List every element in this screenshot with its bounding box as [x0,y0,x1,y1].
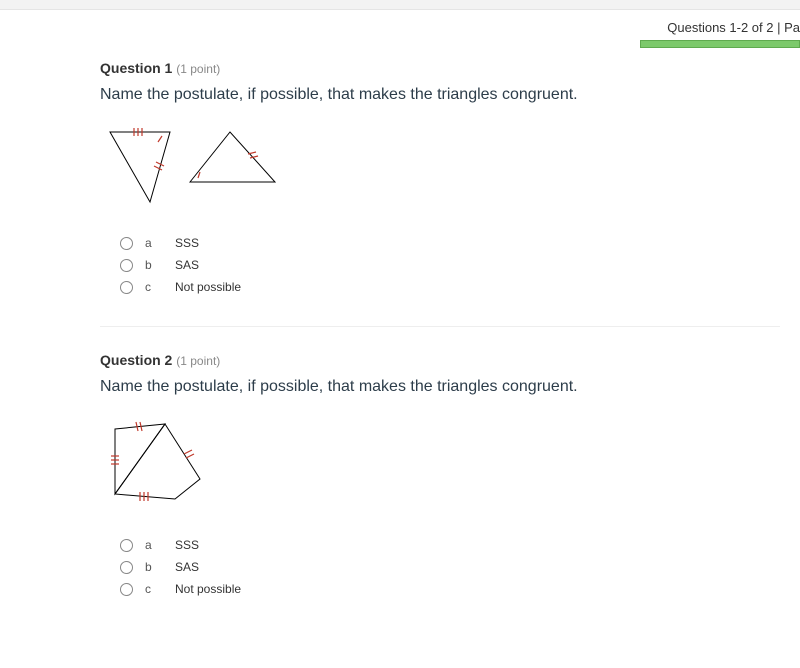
option-text: Not possible [175,582,241,596]
option-letter: a [145,538,175,552]
top-bar [0,0,800,10]
option-row[interactable]: a SSS [120,232,780,254]
option-letter: b [145,560,175,574]
options-list: a SSS b SAS c Not possible [120,534,780,600]
question-title: Question 2 [100,352,172,368]
radio-icon[interactable] [120,281,133,294]
progress-label: Questions 1-2 of 2 | Pa [667,20,800,35]
radio-icon[interactable] [120,259,133,272]
option-text: SSS [175,236,199,250]
header-row: Questions 1-2 of 2 | Pa [0,10,800,50]
figure-q2 [100,414,780,514]
option-row[interactable]: b SAS [120,254,780,276]
option-letter: c [145,582,175,596]
figure-q1 [100,122,780,212]
option-letter: a [145,236,175,250]
option-text: SSS [175,538,199,552]
question-block-2: Question 2 (1 point) Name the postulate,… [100,352,780,628]
option-text: SAS [175,560,199,574]
question-block-1: Question 1 (1 point) Name the postulate,… [100,60,780,327]
content-area: Question 1 (1 point) Name the postulate,… [0,50,800,628]
option-row[interactable]: c Not possible [120,276,780,298]
question-title: Question 1 [100,60,172,76]
question-prompt: Name the postulate, if possible, that ma… [100,378,780,396]
option-text: SAS [175,258,199,272]
option-row[interactable]: b SAS [120,556,780,578]
question-points: (1 point) [176,62,220,76]
radio-icon[interactable] [120,237,133,250]
progress-bar [640,40,800,48]
question-header: Question 1 (1 point) [100,60,780,76]
radio-icon[interactable] [120,539,133,552]
option-text: Not possible [175,280,241,294]
option-row[interactable]: a SSS [120,534,780,556]
question-header: Question 2 (1 point) [100,352,780,368]
option-row[interactable]: c Not possible [120,578,780,600]
option-letter: b [145,258,175,272]
question-prompt: Name the postulate, if possible, that ma… [100,86,780,104]
option-letter: c [145,280,175,294]
question-points: (1 point) [176,354,220,368]
triangles-diagram-1 [100,122,300,212]
radio-icon[interactable] [120,583,133,596]
triangles-diagram-2 [100,414,260,514]
options-list: a SSS b SAS c Not possible [120,232,780,298]
radio-icon[interactable] [120,561,133,574]
